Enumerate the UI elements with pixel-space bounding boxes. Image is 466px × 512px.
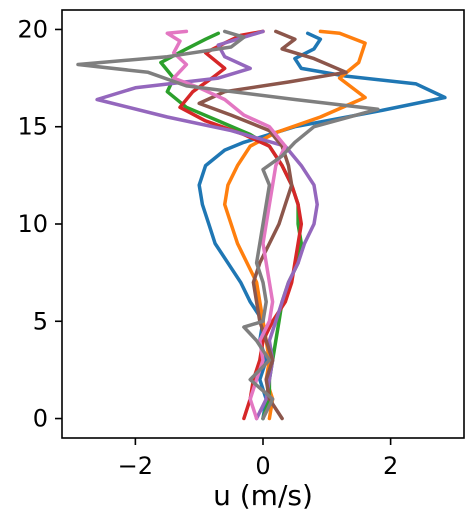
series-line-8: [76, 29, 380, 421]
x-tick-label: 0: [255, 452, 270, 480]
series-layer: [76, 29, 447, 421]
y-tick-label: 5: [33, 307, 48, 335]
x-tick-label: −2: [118, 452, 153, 480]
x-axis-label: u (m/s): [213, 479, 313, 512]
series-line-7: [165, 29, 288, 421]
series-line-5: [95, 29, 319, 421]
y-tick-label: 10: [17, 210, 48, 238]
y-tick-label: 0: [33, 405, 48, 433]
x-tick-label: 2: [383, 452, 398, 480]
y-tick-label: 15: [17, 113, 48, 141]
series-line-6: [197, 29, 348, 421]
y-tick-label: 20: [17, 15, 48, 43]
